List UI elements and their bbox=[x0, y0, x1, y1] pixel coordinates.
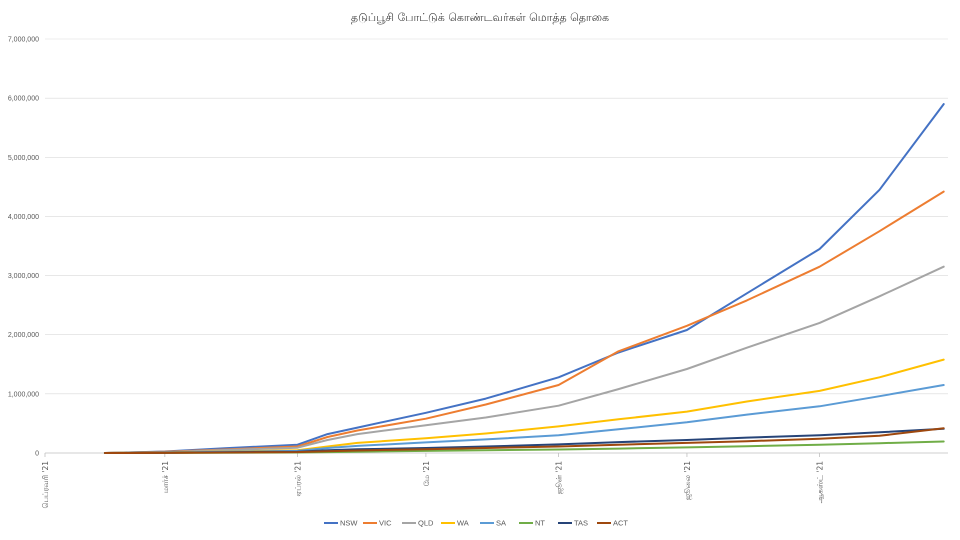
x-tick-label: ஏப்ரல் '21 bbox=[293, 461, 302, 497]
y-tick-label: 0 bbox=[35, 451, 39, 458]
legend: NSW VIC QLD WA SA NT TAS ACT bbox=[324, 519, 628, 528]
legend-label-nt: NT bbox=[535, 519, 545, 528]
x-tick-label: பெப்ரவரி '21 bbox=[41, 461, 50, 509]
legend-label-qld: QLD bbox=[418, 519, 434, 528]
x-tick-label: மே '21 bbox=[422, 461, 431, 487]
y-axis-ticks: 0 1,000,000 2,000,000 3,000,000 4,000,000 5,0… bbox=[8, 37, 39, 458]
y-tick-label: 6,000,000 bbox=[8, 96, 39, 103]
legend-label-act: ACT bbox=[613, 519, 628, 528]
y-tick-label: 5,000,000 bbox=[8, 155, 39, 162]
y-tick-label: 2,000,000 bbox=[8, 332, 39, 339]
series-line-act bbox=[103, 427, 945, 454]
chart-title: தடுப்பூசி போட்டுக் கொண்டவர்கள் மொத்த தொக… bbox=[351, 11, 609, 24]
legend-label-vic: VIC bbox=[379, 519, 392, 528]
x-tick-label: ஆகஸ்ட் '21 bbox=[816, 461, 825, 504]
y-tick-label: 1,000,000 bbox=[8, 391, 39, 398]
gridlines bbox=[45, 38, 948, 395]
x-tick-label: ஜூலை '21 bbox=[683, 461, 693, 500]
y-tick-label: 4,000,000 bbox=[8, 214, 39, 221]
series-line-nsw bbox=[103, 103, 945, 454]
y-tick-label: 7,000,000 bbox=[8, 37, 39, 44]
series-line-qld bbox=[103, 265, 945, 454]
legend-label-nsw: NSW bbox=[340, 519, 358, 528]
legend-label-tas: TAS bbox=[574, 519, 588, 528]
y-tick-label: 3,000,000 bbox=[8, 273, 39, 280]
x-tick-label: மார்ச் '21 bbox=[161, 461, 170, 493]
legend-label-sa: SA bbox=[496, 519, 506, 528]
legend-label-wa: WA bbox=[457, 519, 469, 528]
series-lines bbox=[103, 103, 945, 454]
x-tick-label: ஜூன் '21 bbox=[555, 461, 565, 494]
